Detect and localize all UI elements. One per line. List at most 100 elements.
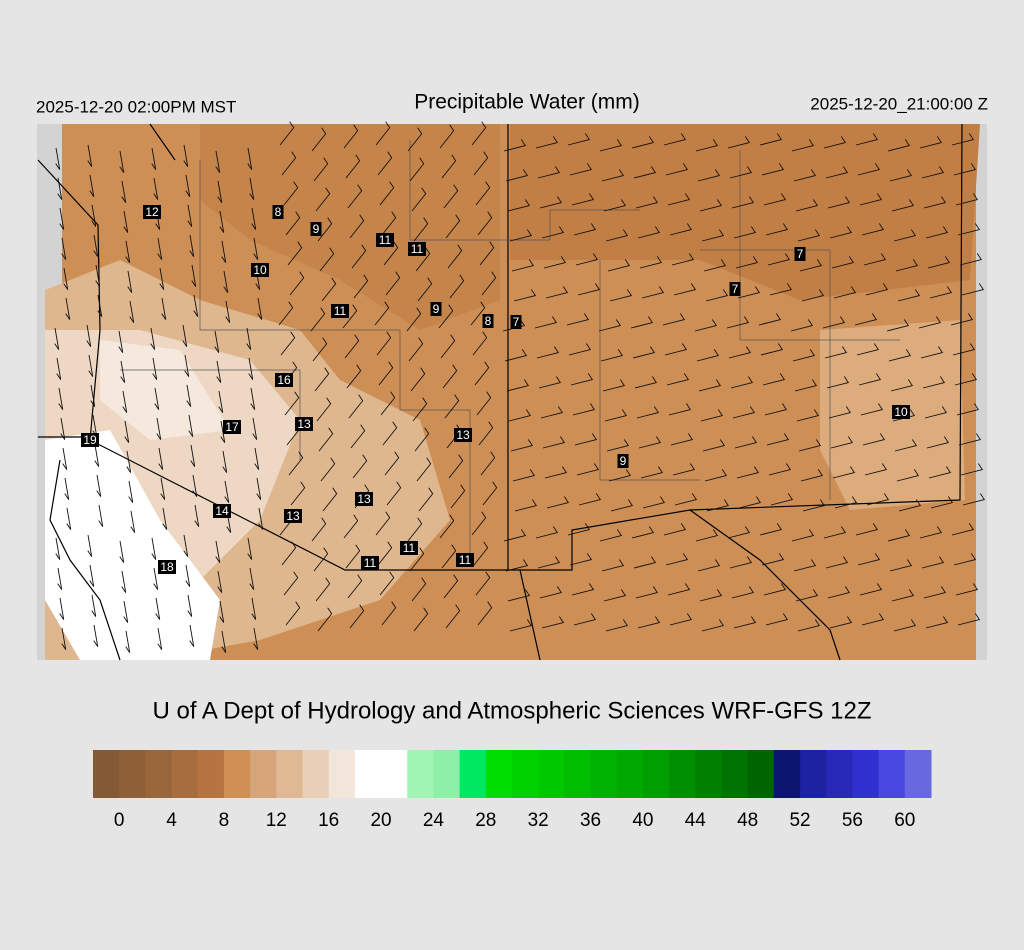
- wind-barb: [445, 214, 461, 239]
- wind-barb: [567, 133, 591, 146]
- wind-barb: [217, 180, 223, 203]
- wind-barb: [252, 417, 258, 440]
- wind-barb: [441, 154, 457, 179]
- wind-barbs: [54, 121, 986, 653]
- station-value: 7: [797, 247, 804, 261]
- colorbar-swatch: [171, 750, 199, 798]
- wind-barb: [214, 330, 220, 353]
- wind-barb: [256, 477, 262, 500]
- station-value: 18: [160, 560, 174, 574]
- wind-barb: [322, 487, 338, 512]
- wind-barb: [608, 469, 632, 482]
- colorbar-swatch: [721, 750, 749, 798]
- wind-barb: [601, 169, 625, 182]
- wind-barb: [194, 504, 200, 527]
- wind-barb: [224, 480, 230, 503]
- wind-barb: [694, 319, 718, 332]
- wind-barb: [539, 586, 563, 599]
- wind-barb: [156, 417, 162, 440]
- wind-barb: [798, 439, 822, 452]
- wind-barb: [887, 529, 911, 542]
- wind-barb: [957, 613, 981, 626]
- wind-barb: [217, 570, 223, 593]
- wind-barb: [795, 199, 819, 212]
- wind-barb: [537, 166, 561, 179]
- wind-barb: [833, 286, 857, 299]
- wind-barb: [88, 354, 94, 377]
- wind-barb: [758, 313, 782, 326]
- wind-barb: [290, 481, 306, 506]
- wind-barb: [891, 589, 915, 602]
- wind-barb: [93, 624, 99, 647]
- wind-barb: [439, 514, 455, 539]
- station-box: [223, 420, 241, 434]
- wind-barb: [481, 271, 497, 296]
- wind-barb: [535, 136, 559, 149]
- wind-barb: [470, 301, 486, 326]
- wind-barb: [574, 433, 598, 446]
- wind-barb: [64, 477, 70, 500]
- wind-barb: [759, 523, 783, 536]
- wind-barb: [546, 496, 570, 509]
- wind-barb: [927, 256, 951, 269]
- wind-barb: [861, 613, 885, 626]
- wind-barb: [246, 327, 252, 350]
- wind-barb: [475, 571, 491, 596]
- wind-barb: [923, 196, 947, 209]
- wind-barb: [505, 559, 529, 572]
- wind-barb: [535, 526, 559, 539]
- wind-barb: [606, 439, 630, 452]
- wind-barb: [697, 559, 721, 572]
- colorbar-swatch: [773, 750, 801, 798]
- wind-barb: [86, 324, 92, 347]
- wind-barb: [315, 577, 331, 602]
- wind-barb: [633, 166, 657, 179]
- wind-barb: [317, 217, 333, 242]
- wind-barb: [249, 567, 255, 590]
- wind-barb: [377, 541, 393, 566]
- station-box: [408, 242, 426, 256]
- colorbar-swatch: [223, 750, 251, 798]
- wind-barb: [120, 360, 126, 383]
- wind-barb: [607, 259, 631, 272]
- wind-barb: [603, 199, 627, 212]
- wind-barb: [770, 493, 794, 506]
- wind-barb: [313, 157, 329, 182]
- wind-barb: [189, 624, 195, 647]
- wind-barb: [609, 289, 633, 302]
- colorbar-swatch: [302, 750, 330, 798]
- wind-barb: [855, 523, 879, 536]
- wind-barb: [696, 349, 720, 362]
- wind-barb: [893, 619, 917, 632]
- colorbar-tick-label: 24: [423, 810, 445, 831]
- colorbar-swatch: [459, 750, 487, 798]
- wind-barb: [859, 583, 883, 596]
- station-box: [158, 560, 176, 574]
- wind-barb: [473, 541, 489, 566]
- colorbar-swatch: [119, 750, 146, 798]
- footer: U of A Dept of Hydrology and Atmospheric…: [153, 697, 872, 724]
- wind-barb: [605, 619, 629, 632]
- wind-barb: [929, 286, 953, 299]
- wind-barb: [375, 511, 391, 536]
- station-box: [295, 417, 313, 431]
- wind-barb: [673, 283, 697, 296]
- colorbar-tick-label: 16: [318, 810, 339, 831]
- wind-barb: [380, 391, 396, 416]
- wind-barb: [509, 229, 533, 242]
- wind-barb: [317, 607, 333, 632]
- wind-barb: [251, 207, 257, 230]
- wind-barb: [866, 493, 890, 506]
- station-box: [355, 492, 373, 506]
- wind-barb: [157, 237, 163, 260]
- wind-barb: [480, 451, 496, 476]
- station-value: 14: [215, 504, 229, 518]
- station-box: [617, 454, 629, 468]
- wind-barb: [479, 241, 495, 266]
- colorbar-tick-label: 44: [685, 810, 707, 831]
- wind-barb: [602, 379, 626, 392]
- wind-barb: [440, 334, 456, 359]
- colorbar-swatch: [878, 750, 906, 798]
- wind-barb: [631, 526, 655, 539]
